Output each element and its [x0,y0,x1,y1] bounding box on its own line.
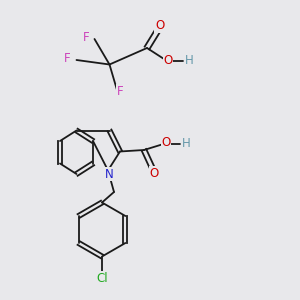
Text: O: O [155,19,164,32]
Text: O: O [161,136,170,149]
Text: F: F [83,31,89,44]
Text: Cl: Cl [96,272,108,285]
Text: O: O [164,54,172,67]
Text: F: F [64,52,71,65]
Text: F: F [117,85,123,98]
Text: H: H [182,137,191,150]
Text: O: O [150,167,159,180]
Text: N: N [105,167,114,181]
Text: H: H [185,54,194,67]
